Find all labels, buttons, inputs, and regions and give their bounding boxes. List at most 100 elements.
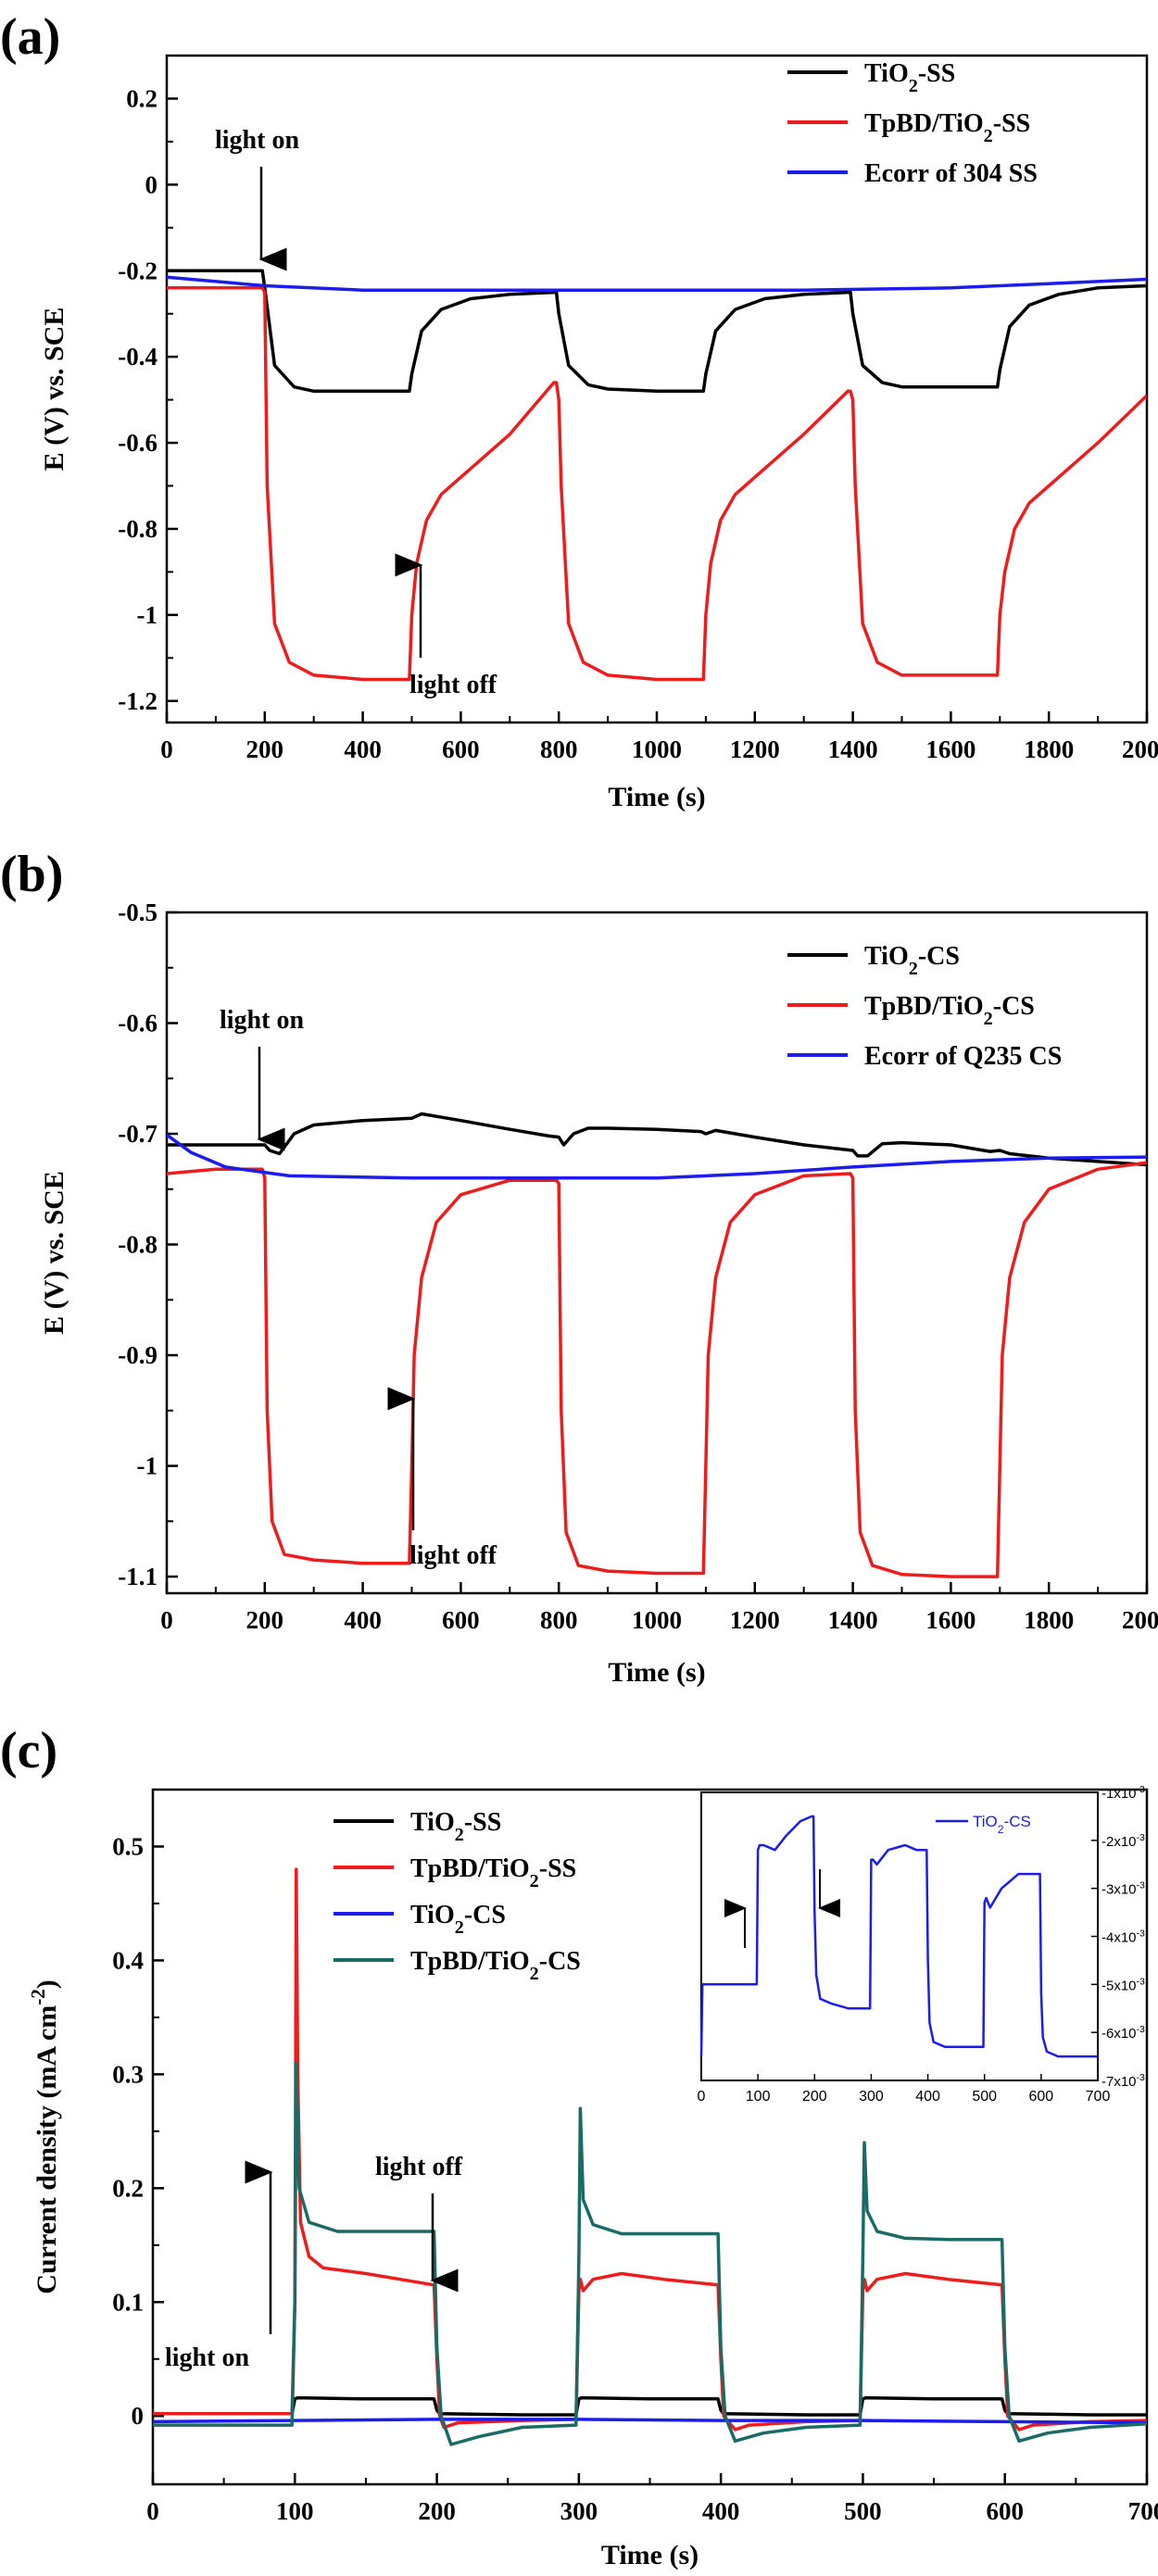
inset-legend-label: TiO2-CS <box>973 1813 1031 1836</box>
y-tick-label: 0 <box>145 170 158 198</box>
inset-x-tick-label: 0 <box>698 2089 706 2105</box>
x-tick-label: 1600 <box>925 1606 975 1634</box>
y-axis-label: E (V) vs. SCE <box>39 1171 69 1335</box>
inset-y-tick-label: -5x10-3 <box>1101 1976 1145 1993</box>
y-tick-label: -1.1 <box>118 1563 157 1590</box>
panel-a: (a) 0 200 400 600 800 1000 1200 1400 1600 1800 200 0… <box>0 8 1158 812</box>
x-tick-label: 1200 <box>730 735 780 763</box>
annotation-1: light off <box>409 671 497 699</box>
series-line-2 <box>167 1133 1147 1180</box>
inset-x-tick-label: 500 <box>972 2089 997 2105</box>
panel-label: (a) <box>0 8 60 66</box>
x-tick-label: 600 <box>986 2497 1024 2525</box>
inset-x-tick-label: 200 <box>802 2089 827 2105</box>
x-tick-label: 1600 <box>925 735 975 763</box>
x-tick-label: 100 <box>276 2497 314 2525</box>
x-tick-label: 1800 <box>1024 735 1074 763</box>
inset-x-tick-label: 100 <box>746 2089 771 2105</box>
x-tick-label: 0 <box>160 1606 173 1634</box>
y-tick-label: -1.2 <box>118 687 157 715</box>
inset-x-tick-label: 300 <box>859 2089 884 2105</box>
inset-y-tick-label: -2x10-3 <box>1101 1832 1145 1850</box>
y-tick-label: 0 <box>132 2402 145 2430</box>
series-line-0 <box>167 1112 1147 1167</box>
x-tick-label: 1400 <box>828 1606 878 1634</box>
legend-label-0: TiO2-SS <box>410 1808 501 1845</box>
y-tick-label: 0.1 <box>112 2288 144 2316</box>
x-tick-label: 1400 <box>828 735 878 763</box>
x-tick-label: 0 <box>160 735 173 763</box>
series-line-1 <box>167 286 1147 682</box>
inset-y-tick-label: -7x10-3 <box>1101 2072 1145 2090</box>
series-line-0 <box>153 2395 1147 2417</box>
x-tick-label: 400 <box>702 2497 740 2525</box>
y-axis-label: Current density (mA cm-2) <box>27 1979 62 2293</box>
y-tick-label: -0.6 <box>118 429 157 457</box>
y-tick-label: -0.7 <box>118 1120 157 1148</box>
y-tick-label: -0.9 <box>118 1341 157 1369</box>
inset-y-tick-label: -1x10-3 <box>1101 1784 1145 1802</box>
legend-label-2: TiO2-CS <box>410 1901 506 1938</box>
y-tick-label: -0.8 <box>118 1231 157 1259</box>
legend-label-2: Ecorr of Q235 CS <box>864 1042 1062 1071</box>
annotation-1: light off <box>375 2153 463 2181</box>
x-tick-label: 200 <box>246 735 284 763</box>
x-tick-label: 800 <box>540 1606 578 1634</box>
y-tick-label: 0.2 <box>112 2174 144 2202</box>
legend-label-0: TiO2-CS <box>864 942 960 979</box>
inset-x-tick-label: 700 <box>1086 2089 1111 2105</box>
annotation-0: light on <box>165 2344 249 2372</box>
y-tick-label: -0.2 <box>118 257 157 284</box>
x-axis-label: Time (s) <box>608 782 705 812</box>
x-tick-label: 0 <box>146 2497 159 2525</box>
inset-frame <box>700 1791 1099 2081</box>
x-tick-label: 1000 <box>632 1606 682 1634</box>
x-tick-label: 200 <box>418 2497 456 2525</box>
inset-series-line <box>699 1815 1098 2058</box>
panel-label: (c) <box>0 1722 57 1779</box>
annotation-0: light on <box>215 126 299 155</box>
inset: 0 100 200 300 400 500 600 700 -1x10-3 -2x10-3 -3x1… <box>698 1784 1145 2105</box>
x-tick-label: 500 <box>844 2497 882 2525</box>
inset-y-tick-label: -4x10-3 <box>1101 1929 1145 1946</box>
series-line-1 <box>153 1867 1147 2431</box>
x-axis-label: Time (s) <box>601 2540 699 2570</box>
y-tick-label: -0.6 <box>118 1010 157 1037</box>
inset-y-tick-label: -6x10-3 <box>1101 2024 1145 2042</box>
y-tick-label: 0.4 <box>112 1946 144 1974</box>
inset-y-tick-label: -3x10-3 <box>1101 1880 1145 1898</box>
panel-label: (b) <box>0 846 63 903</box>
x-tick-label: 400 <box>344 1606 382 1634</box>
legend-label-1: TpBD/TiO2-CS <box>864 992 1035 1029</box>
y-tick-label: -0.4 <box>118 343 157 371</box>
series-line-3 <box>153 2061 1147 2446</box>
inset-x-tick-label: 600 <box>1029 2089 1054 2105</box>
x-tick-label: 1800 <box>1024 1606 1074 1634</box>
annotation-1: light off <box>409 1541 497 1570</box>
series-line-0 <box>167 269 1147 394</box>
x-tick-label: 200 <box>246 1606 284 1634</box>
y-axis-label: E (V) vs. SCE <box>39 308 69 471</box>
y-tick-label: 0.3 <box>112 2060 144 2088</box>
x-tick-label: 300 <box>560 2497 598 2525</box>
annotation-0: light on <box>220 1006 304 1035</box>
y-tick-label: -1 <box>137 601 158 629</box>
panel-b: (b) 0 200 400 600 800 1000 1200 1400 1600 1800 2000… <box>0 846 1158 1688</box>
x-tick-label: 1000 <box>632 735 682 763</box>
x-tick-label: 600 <box>442 1606 480 1634</box>
y-tick-label: 0.5 <box>112 1832 144 1860</box>
x-axis-label: Time (s) <box>608 1657 705 1688</box>
panel-c: (c) 0 100 200 300 400 500 600 700 0 0.1 0.2 0.3 0.4 0.… <box>0 1722 1158 2570</box>
legend-label-1: TpBD/TiO2-SS <box>410 1854 576 1891</box>
y-tick-label: -0.8 <box>118 515 157 543</box>
x-tick-label: 800 <box>540 735 578 763</box>
y-tick-label: -0.5 <box>118 898 157 926</box>
x-tick-label: 1200 <box>730 1606 780 1634</box>
legend-label-2: Ecorr of 304 SS <box>864 159 1038 188</box>
series-line-1 <box>167 1161 1147 1578</box>
x-tick-label: 400 <box>344 735 382 763</box>
series-line-2 <box>153 2418 1147 2425</box>
x-tick-label: 600 <box>442 735 480 763</box>
